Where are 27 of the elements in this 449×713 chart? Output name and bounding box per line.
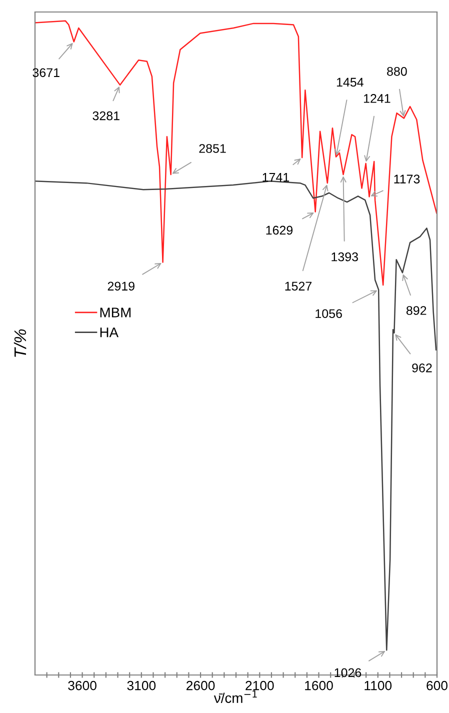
x-tick-label: 1600 bbox=[305, 680, 333, 690]
annotation: 2851 bbox=[199, 144, 226, 153]
annotation: 1056 bbox=[316, 309, 342, 318]
x-tick-label: 1100 bbox=[364, 680, 392, 690]
legend-label: MBM bbox=[100, 308, 131, 318]
annotation: 962 bbox=[412, 363, 432, 372]
annotation: 1454 bbox=[336, 78, 364, 87]
annotation: 3281 bbox=[92, 111, 120, 120]
x-tick-label: 2600 bbox=[186, 680, 215, 690]
x-tick-label: 2100 bbox=[246, 680, 274, 690]
annotation: 3671 bbox=[32, 68, 60, 78]
x-tick-label: 3600 bbox=[68, 680, 96, 690]
annotation: 892 bbox=[406, 306, 426, 315]
annotation: 1527 bbox=[285, 282, 312, 291]
annotation: 1026 bbox=[334, 668, 362, 678]
annotation: 1629 bbox=[266, 226, 293, 235]
x-tick-label: 3100 bbox=[127, 680, 156, 690]
annotation: 1741 bbox=[262, 173, 289, 182]
y-axis-title: T/% bbox=[14, 329, 26, 357]
annotation: 880 bbox=[387, 66, 407, 76]
x-axis-title: ν̄/cm$^{−1}$ bbox=[214, 690, 257, 703]
annotation: 1393 bbox=[332, 252, 358, 262]
annotation: 2919 bbox=[108, 282, 134, 291]
annotation: 1173 bbox=[394, 174, 420, 184]
legend-label: HA bbox=[100, 328, 119, 338]
x-tick-label: 600 bbox=[426, 680, 448, 690]
annotation: 1241 bbox=[364, 94, 390, 103]
